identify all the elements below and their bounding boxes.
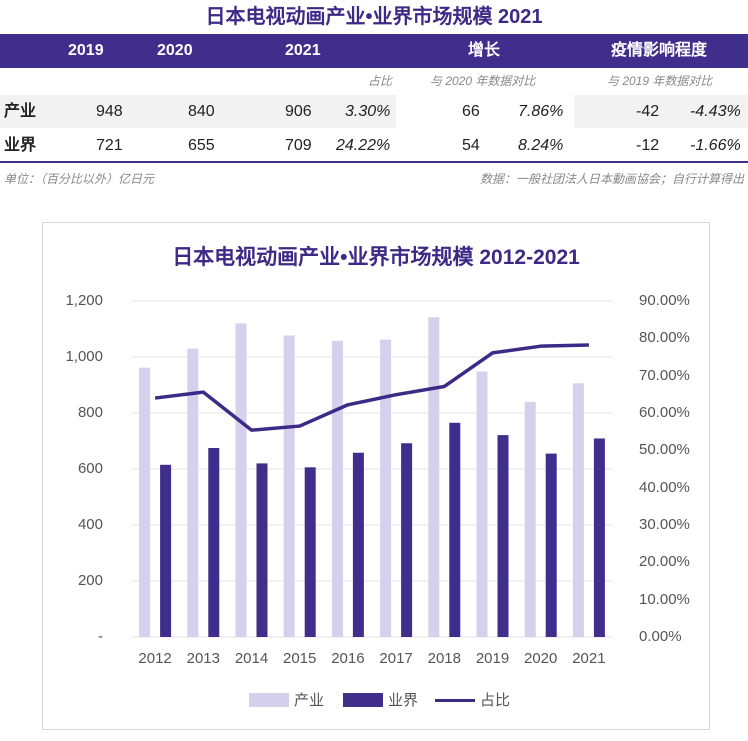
bar-industry	[524, 401, 536, 637]
x-tick-label: 2014	[234, 650, 269, 667]
table-row: 产业 948 840 906 3.30% 66 7.86% -42 -4.43%	[0, 95, 748, 128]
x-tick-label: 2015	[283, 650, 317, 667]
y2-tick-label: 50.00%	[639, 441, 690, 459]
bar-business	[401, 443, 413, 637]
legend-label: 占比	[480, 692, 511, 709]
bar-industry	[331, 340, 343, 637]
y2-tick-label: 60.00%	[639, 404, 690, 421]
cell-impact-abs: -12	[636, 137, 660, 154]
unit-note: 单位：（百分比以外）亿日元	[4, 172, 155, 186]
legend-label: 业界	[388, 692, 419, 709]
bar-business	[545, 453, 557, 637]
x-tick-label: 2021	[572, 650, 606, 667]
header-2019: 2019	[68, 42, 104, 59]
bar-industry	[476, 371, 488, 637]
table-bottom-rule	[0, 161, 748, 163]
subheader-impact: 与 2019 年数据对比	[607, 74, 713, 88]
bar-industry	[283, 335, 295, 637]
legend-swatch	[343, 693, 383, 707]
y2-tick-label: 80.00%	[639, 329, 690, 347]
x-tick-label: 2018	[427, 650, 461, 667]
y-tick-label: -	[98, 628, 103, 645]
bar-industry	[139, 367, 151, 637]
y2-tick-label: 10.00%	[639, 590, 690, 608]
bar-industry	[572, 383, 584, 637]
x-tick-label: 2017	[379, 650, 413, 667]
header-2020: 2020	[157, 42, 193, 59]
cell-2020: 655	[188, 137, 215, 154]
y2-tick-label: 30.00%	[639, 516, 690, 533]
cell-impact-abs: -42	[636, 103, 660, 120]
y-tick-label: 200	[77, 572, 103, 589]
cell-growth-abs: 54	[462, 137, 480, 154]
cell-2021: 906	[285, 103, 312, 120]
y-tick-label: 1,000	[65, 348, 103, 365]
legend-label: 产业	[294, 692, 325, 709]
bar-business	[497, 435, 509, 637]
bar-business	[256, 463, 268, 637]
row-label: 业界	[4, 137, 37, 154]
cell-growth-pct: 8.24%	[518, 137, 564, 154]
bar-business	[593, 438, 605, 637]
chart-svg	[131, 300, 613, 638]
y2-tick-label: 40.00%	[639, 478, 690, 496]
subheader-share: 占比	[368, 74, 393, 88]
cell-impact-pct: -4.43%	[690, 103, 741, 120]
y-tick-label: 800	[77, 404, 103, 421]
table-header-row: 2019 2020 2021 增长 疫情影响程度	[0, 34, 748, 68]
bar-business	[304, 467, 316, 637]
line-share	[154, 343, 589, 432]
cell-2020: 840	[188, 103, 215, 120]
subheader-growth: 与 2020 年数据对比	[430, 74, 536, 88]
cell-growth-pct: 7.86%	[518, 103, 564, 120]
row-label: 产业	[4, 103, 37, 120]
y-tick-label: 600	[77, 460, 103, 477]
cell-impact-pct: -1.66%	[690, 137, 741, 154]
bar-business	[208, 448, 220, 637]
bar-industry	[187, 348, 199, 637]
cell-share: 3.30%	[345, 103, 391, 120]
cell-growth-abs: 66	[462, 103, 480, 120]
bar-business	[449, 422, 461, 637]
x-tick-label: 2013	[186, 650, 220, 667]
y2-tick-label: 90.00%	[639, 292, 690, 309]
header-impact: 疫情影响程度	[611, 42, 708, 59]
bar-business	[352, 452, 364, 637]
legend-swatch	[249, 693, 289, 707]
header-2021: 2021	[285, 42, 321, 59]
x-tick-label: 2020	[524, 650, 558, 667]
y2-tick-label: 0.00%	[639, 628, 682, 645]
y2-tick-label: 20.00%	[639, 553, 690, 571]
bar-industry	[380, 339, 392, 637]
chart-title: 日本电视动画产业•业界市场规模 2012-2021	[172, 246, 580, 269]
y-tick-label: 1,200	[65, 292, 103, 309]
y-tick-label: 400	[77, 516, 103, 533]
cell-share: 24.22%	[336, 137, 391, 154]
legend-swatch	[435, 699, 475, 702]
bar-industry	[428, 317, 440, 637]
cell-2019: 948	[96, 103, 123, 120]
bar-industry	[235, 323, 247, 637]
table-title: 日本电视动画产业•业界市场规模 2021	[205, 6, 543, 28]
cell-2019: 721	[96, 137, 123, 154]
header-growth: 增长	[468, 42, 501, 59]
bar-business	[160, 464, 172, 637]
table-row: 业界 721 655 709 24.22% 54 8.24% -12 -1.66…	[0, 129, 748, 162]
x-tick-label: 2019	[475, 650, 510, 667]
cell-2021: 709	[285, 137, 312, 154]
chart-panel: 日本电视动画产业•业界市场规模 2012-2021 - 200 400 600 800 1…	[42, 222, 710, 730]
source-note: 数据：一般社团法人日本動画協会；自行计算得出	[480, 172, 745, 186]
y2-tick-label: 70.00%	[639, 366, 690, 384]
x-tick-label: 2016	[331, 650, 365, 667]
x-tick-label: 2012	[138, 650, 172, 667]
